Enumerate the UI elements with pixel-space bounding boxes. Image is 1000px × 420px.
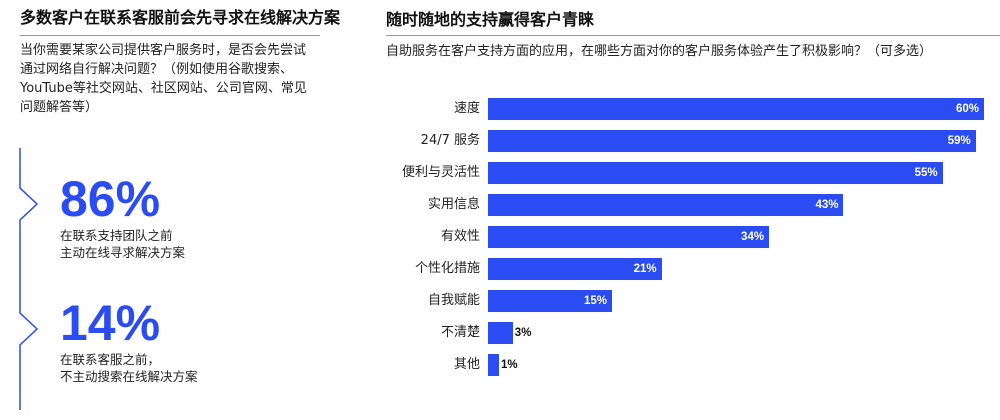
bar: [488, 98, 984, 120]
bar-value-label: 43%: [815, 199, 839, 211]
bar-value-label: 15%: [583, 295, 607, 307]
bar: [488, 130, 976, 152]
bar-row: 24/7 服务 59%: [380, 130, 1000, 152]
bar: [488, 194, 844, 216]
bar: [488, 354, 499, 376]
chart-title: 随时随地的支持赢得客户青睐: [386, 10, 595, 29]
survey-question: 当你需要某家公司提供客户服务时，是否会先尝试 通过网络自行解决问题？（例如使用谷…: [20, 41, 340, 117]
bar-value-label: 59%: [947, 135, 971, 147]
left-title-divider: [20, 35, 320, 36]
bar: [488, 290, 612, 312]
stat-description-86: 在联系支持团队之前 主动在线寻求解决方案: [60, 227, 185, 261]
stat-desc-line: 在联系支持团队之前: [60, 228, 173, 243]
bar-row: 实用信息 43%: [380, 194, 1000, 216]
bar-row: 不清楚 3%: [380, 322, 1000, 344]
bar: [488, 162, 943, 184]
stat-value-86: 86%: [60, 171, 161, 227]
bar: [488, 322, 513, 344]
bar-value-label: 1%: [501, 359, 518, 371]
bar-category-label: 便利与灵活性: [401, 165, 480, 180]
stat-value-14: 14%: [60, 295, 161, 351]
bar-value-label: 55%: [914, 167, 938, 179]
bar-category-label: 其他: [453, 357, 480, 372]
bar-category-label: 实用信息: [427, 197, 480, 212]
bar-value-label: 3%: [514, 327, 532, 339]
timeline-chevron-line: [19, 148, 39, 410]
bar-category-label: 个性化措施: [414, 261, 480, 276]
bar-category-label: 有效性: [440, 229, 480, 244]
bar-row: 速度 60%: [380, 98, 1000, 120]
bar: [488, 226, 770, 248]
left-panel-title: 多数客户在联系客服前会先寻求在线解决方案: [20, 8, 341, 27]
question-line: 当你需要某家公司提供客户服务时，是否会先尝试: [20, 43, 307, 58]
stat-desc-line: 在联系客服之前，: [60, 352, 161, 367]
question-line: 通过网络自行解决问题？（例如使用谷歌搜索、: [20, 62, 294, 77]
bar-row: 自我赋能 15%: [380, 290, 1000, 312]
bar-category-label: 24/7 服务: [420, 133, 480, 148]
stat-description-14: 在联系客服之前， 不主动搜索在线解决方案: [60, 351, 198, 385]
chart-subtitle: 自助服务在客户支持方面的应用，在哪些方面对你的客户服务体验产生了积极影响？（可多…: [386, 44, 933, 59]
bar: [488, 258, 662, 280]
bar-row: 其他 1%: [380, 354, 1000, 376]
stat-desc-line: 主动在线寻求解决方案: [60, 245, 186, 260]
bar-value-label: 60%: [955, 103, 979, 115]
bar-row: 个性化措施 21%: [380, 258, 1000, 280]
bar-category-label: 不清楚: [440, 325, 480, 340]
bar-value-label: 21%: [633, 263, 657, 275]
question-line: YouTube等社交网站、社区网站、公司官网、常见: [20, 81, 307, 96]
bar-category-label: 自我赋能: [427, 293, 480, 308]
question-line: 问题解答等）: [20, 100, 99, 115]
bar-value-label: 34%: [741, 231, 765, 243]
chart-title-divider: [386, 35, 1000, 36]
bar-row: 便利与灵活性 55%: [380, 162, 1000, 184]
stat-desc-line: 不主动搜索在线解决方案: [60, 369, 198, 384]
bar-row: 有效性 34%: [380, 226, 1000, 248]
bar-category-label: 速度: [453, 101, 480, 116]
